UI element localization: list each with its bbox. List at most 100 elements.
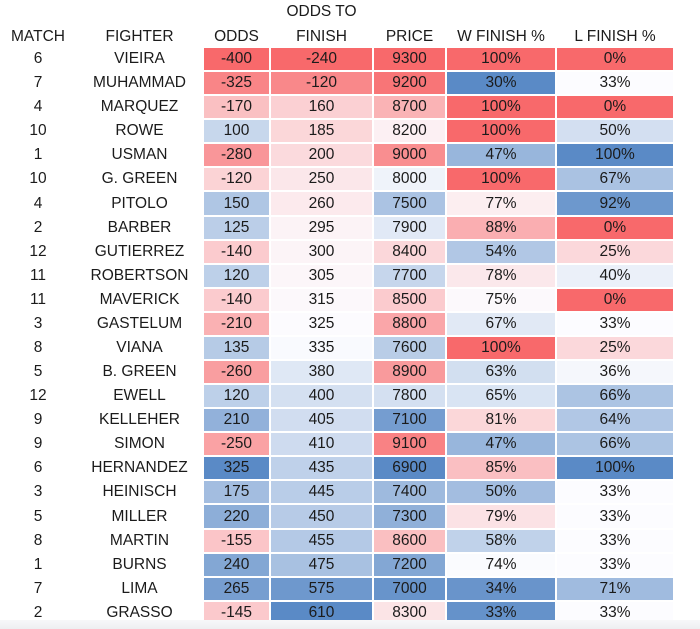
cell-odds-to-finish: 445 <box>270 480 373 505</box>
cell-w-finish: 88% <box>446 215 556 240</box>
column-header-fighter: FIGHTER <box>105 27 174 45</box>
cell-fighter: G. GREEN <box>76 167 203 192</box>
cell-odds: 325 <box>203 456 270 481</box>
cell-odds-to-finish: 455 <box>270 528 373 553</box>
cell-fighter: BURNS <box>76 552 203 577</box>
header-spacer <box>446 0 556 22</box>
cell-odds-to-finish: 380 <box>270 360 373 385</box>
cell-fighter: BARBER <box>76 215 203 240</box>
cell-price: 8700 <box>373 95 446 120</box>
table-body: 6 VIEIRA -400 -240 9300 100% 0% 7 MUHAMMAD -325 -1… <box>0 47 674 625</box>
cell-w-finish: 54% <box>446 239 556 264</box>
cell-l-finish: 0% <box>556 287 674 312</box>
column-header-match: MATCH <box>11 27 65 45</box>
cell-l-finish: 25% <box>556 239 674 264</box>
table-row: 6 VIEIRA -400 -240 9300 100% 0% <box>0 47 674 72</box>
cell-l-finish: 0% <box>556 47 674 72</box>
cell-fighter: GUTIERREZ <box>76 239 203 264</box>
column-header-l-finish-pct: L FINISH % <box>574 27 656 45</box>
column-header-odds: ODDS <box>214 27 259 45</box>
cell-w-finish: 100% <box>446 119 556 144</box>
cell-odds: 175 <box>203 480 270 505</box>
cell-odds-to-finish: 160 <box>270 95 373 120</box>
cell-w-finish: 100% <box>446 167 556 192</box>
cell-l-finish: 40% <box>556 263 674 288</box>
cell-match: 9 <box>0 432 76 457</box>
cell-w-finish: 100% <box>446 335 556 361</box>
cell-odds: 210 <box>203 408 270 433</box>
cell-price: 8500 <box>373 287 446 312</box>
cell-w-finish: 63% <box>446 360 556 385</box>
cell-price: 7500 <box>373 191 446 216</box>
cell-odds: -120 <box>203 167 270 192</box>
cell-w-finish: 34% <box>446 576 556 601</box>
cell-price: 8000 <box>373 167 446 192</box>
table-row: 11 ROBERTSON 120 305 7700 78% 40% <box>0 263 674 288</box>
table-row: 5 MILLER 220 450 7300 79% 33% <box>0 504 674 529</box>
cell-match: 5 <box>0 504 76 529</box>
cell-l-finish: 92% <box>556 191 674 216</box>
cell-w-finish: 85% <box>446 456 556 481</box>
cell-fighter: PITOLO <box>76 191 203 216</box>
table-row: 4 MARQUEZ -170 160 8700 100% 0% <box>0 95 674 120</box>
cell-price: 7600 <box>373 335 446 361</box>
cell-l-finish: 33% <box>556 552 674 577</box>
cell-odds: 135 <box>203 335 270 361</box>
table-row: 3 HEINISCH 175 445 7400 50% 33% <box>0 480 674 505</box>
cell-price: 8600 <box>373 528 446 553</box>
cell-l-finish: 33% <box>556 504 674 529</box>
cell-fighter: MUHAMMAD <box>76 71 203 96</box>
cell-odds-to-finish: 200 <box>270 143 373 168</box>
table-row: 10 ROWE 100 185 8200 100% 50% <box>0 119 674 144</box>
cell-match: 2 <box>0 215 76 240</box>
cell-match: 10 <box>0 167 76 192</box>
cell-l-finish: 33% <box>556 71 674 96</box>
cell-match: 12 <box>0 384 76 409</box>
column-header-odds-to-finish-top: ODDS TO <box>286 2 357 20</box>
cell-price: 7200 <box>373 552 446 577</box>
cell-match: 8 <box>0 528 76 553</box>
table-row: 9 SIMON -250 410 9100 47% 66% <box>0 432 674 457</box>
cell-w-finish: 50% <box>446 480 556 505</box>
cell-w-finish: 65% <box>446 384 556 409</box>
cell-odds: 125 <box>203 215 270 240</box>
cell-match: 6 <box>0 47 76 72</box>
cell-w-finish: 67% <box>446 311 556 336</box>
cell-odds: -155 <box>203 528 270 553</box>
cell-l-finish: 66% <box>556 384 674 409</box>
cell-fighter: LIMA <box>76 576 203 601</box>
table-row: 1 BURNS 240 475 7200 74% 33% <box>0 552 674 577</box>
cell-l-finish: 71% <box>556 576 674 601</box>
cell-fighter: MARQUEZ <box>76 95 203 120</box>
cell-fighter: MILLER <box>76 504 203 529</box>
cell-match: 8 <box>0 335 76 361</box>
cell-fighter: MAVERICK <box>76 287 203 312</box>
cell-odds-to-finish: 300 <box>270 239 373 264</box>
cell-odds: 220 <box>203 504 270 529</box>
table-row: 1 USMAN -280 200 9000 47% 100% <box>0 143 674 168</box>
cell-l-finish: 36% <box>556 360 674 385</box>
cell-odds: 120 <box>203 384 270 409</box>
table-row: 5 B. GREEN -260 380 8900 63% 36% <box>0 360 674 385</box>
table-row: 9 KELLEHER 210 405 7100 81% 64% <box>0 408 674 433</box>
cell-odds-to-finish: 315 <box>270 287 373 312</box>
cell-l-finish: 25% <box>556 335 674 361</box>
cell-odds-to-finish: 450 <box>270 504 373 529</box>
cell-odds-to-finish: 405 <box>270 408 373 433</box>
table-row: 7 LIMA 265 575 7000 34% 71% <box>0 576 674 601</box>
cell-price: 7700 <box>373 263 446 288</box>
cell-match: 3 <box>0 480 76 505</box>
header-spacer <box>556 0 674 22</box>
cell-odds: -210 <box>203 311 270 336</box>
table-row: 8 MARTIN -155 455 8600 58% 33% <box>0 528 674 553</box>
header-row-top: ODDS TO <box>0 0 674 22</box>
header-spacer <box>203 0 270 22</box>
cell-price: 7900 <box>373 215 446 240</box>
cell-match: 6 <box>0 456 76 481</box>
cell-match: 4 <box>0 95 76 120</box>
screenshot-bottom-edge <box>0 620 700 629</box>
cell-fighter: GASTELUM <box>76 311 203 336</box>
cell-w-finish: 74% <box>446 552 556 577</box>
cell-l-finish: 66% <box>556 432 674 457</box>
